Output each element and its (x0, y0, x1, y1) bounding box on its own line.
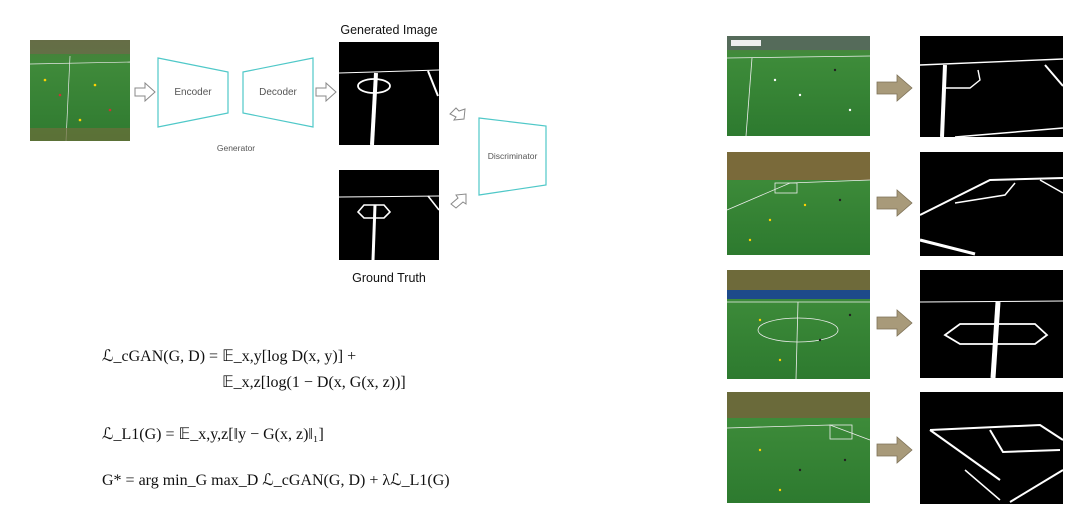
pipeline-diagram (29, 40, 547, 261)
ground-truth-caption: Ground Truth (352, 271, 426, 285)
example-frame-4 (726, 392, 871, 503)
example-mask-4 (920, 392, 1064, 504)
arrow-generated-to-discriminator (449, 107, 466, 121)
arrow-icon (876, 74, 913, 102)
example-frame-2 (726, 152, 871, 255)
generated-image (338, 42, 440, 146)
generator-caption: Generator (216, 143, 256, 153)
decoder-block (242, 57, 314, 128)
input-image (29, 40, 131, 142)
equation-cgan-line2: 𝔼_x,z[log(1 − D(x, G(x, z))] (222, 374, 406, 391)
example-row-4 (726, 392, 1064, 504)
example-row-2 (726, 152, 1064, 256)
example-frame-1 (726, 36, 871, 137)
example-row-3 (727, 270, 1064, 380)
arrow-decoder-to-generated (315, 81, 337, 103)
arrow-icon (876, 189, 913, 217)
arrow-icon (876, 436, 913, 464)
discriminator-block (478, 117, 547, 196)
example-frame-3 (727, 270, 870, 380)
decoder-label: Decoder (259, 87, 297, 98)
example-mask-3 (919, 270, 1064, 379)
example-row-1 (726, 36, 1064, 138)
arrow-icon (876, 309, 913, 337)
generated-image-caption: Generated Image (340, 23, 438, 37)
arrow-truth-to-discriminator (450, 193, 467, 209)
encoder-label: Encoder (174, 87, 212, 98)
example-mask-1 (919, 36, 1064, 138)
encoder-block (157, 57, 229, 128)
discriminator-label: Discriminator (487, 151, 538, 161)
ground-truth-image (338, 170, 440, 261)
example-mask-2 (919, 152, 1064, 256)
examples-panel (726, 36, 1064, 504)
equation-l1: ℒ_L1(G) = 𝔼_x,y,z[‖y − G(x, z)‖₁] (102, 426, 324, 443)
equation-cgan-line1: ℒ_cGAN(G, D) = 𝔼_x,y[log D(x, y)] + (102, 348, 357, 365)
equation-objective: G* = arg min_G max_D ℒ_cGAN(G, D) + λℒ_L… (102, 472, 450, 489)
arrow-input-to-encoder (134, 81, 156, 103)
